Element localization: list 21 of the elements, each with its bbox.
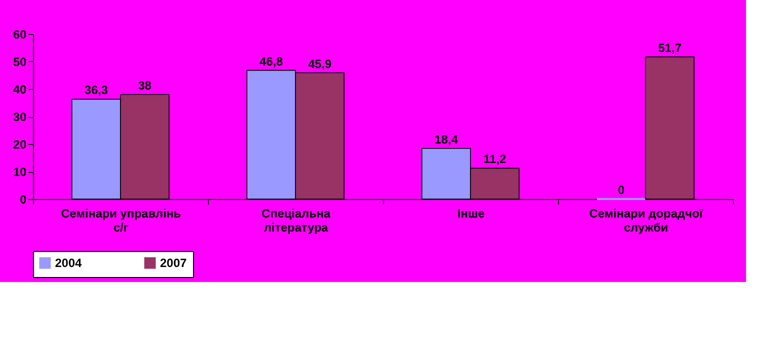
y-tick-label: 50: [13, 55, 27, 69]
y-tick-label: 0: [20, 192, 27, 206]
data-label: 46,8: [260, 54, 284, 68]
data-label: 0: [618, 183, 625, 197]
legend-label: 2004: [55, 256, 82, 270]
data-label: 38: [138, 78, 152, 92]
legend-label: 2007: [160, 256, 188, 270]
data-label: 51,7: [658, 40, 682, 55]
data-label: 18,4: [434, 132, 458, 146]
y-tick-label: 40: [13, 82, 27, 96]
data-label: 45,9: [308, 56, 332, 71]
y-tick-label: 60: [13, 28, 27, 42]
x-tick-label: Семінари дорадчої служби: [589, 206, 704, 234]
y-tick-label: 10: [13, 165, 27, 179]
y-tick-label: 20: [13, 138, 27, 152]
y-tick-label: 30: [13, 110, 27, 124]
x-tick-label: Інше: [457, 206, 485, 220]
x-tick-label: Спеціальна література: [262, 206, 331, 234]
data-label: 36,3: [84, 83, 108, 98]
data-label: 11,2: [483, 152, 506, 166]
x-tick-label: Семінари управлінь с/г: [60, 206, 182, 234]
